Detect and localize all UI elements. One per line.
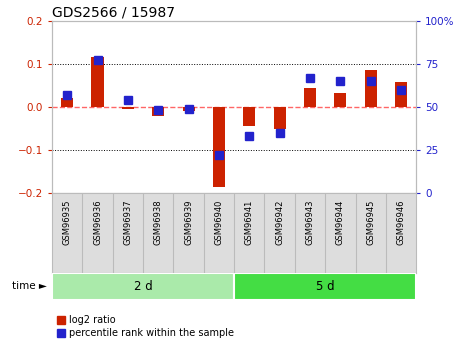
Text: GSM96936: GSM96936 (93, 199, 102, 245)
Text: GDS2566 / 15987: GDS2566 / 15987 (52, 6, 175, 20)
Bar (334, 93, 346, 107)
Bar (304, 88, 316, 107)
Bar (183, 107, 195, 111)
Legend: log2 ratio, percentile rank within the sample: log2 ratio, percentile rank within the s… (57, 315, 234, 338)
Bar (365, 70, 377, 107)
Text: GSM96940: GSM96940 (214, 199, 223, 245)
Bar (395, 82, 407, 107)
Bar (91, 57, 104, 107)
Bar (52, 273, 234, 300)
Text: GSM96945: GSM96945 (366, 199, 375, 245)
Text: GSM96935: GSM96935 (63, 199, 72, 245)
Text: GSM96938: GSM96938 (154, 199, 163, 245)
Text: GSM96944: GSM96944 (336, 199, 345, 245)
Bar (61, 98, 73, 107)
Bar (122, 107, 134, 109)
Text: 2 d: 2 d (134, 280, 152, 293)
Text: GSM96937: GSM96937 (123, 199, 132, 245)
Text: GSM96943: GSM96943 (306, 199, 315, 245)
Bar (234, 273, 416, 300)
Text: 5 d: 5 d (316, 280, 334, 293)
Text: GSM96946: GSM96946 (396, 199, 405, 245)
Text: GSM96942: GSM96942 (275, 199, 284, 245)
Bar (273, 107, 286, 129)
Text: time ►: time ► (12, 282, 47, 291)
Text: GSM96941: GSM96941 (245, 199, 254, 245)
Bar (213, 107, 225, 187)
Text: GSM96939: GSM96939 (184, 199, 193, 245)
Bar (152, 107, 164, 116)
Bar (243, 107, 255, 126)
